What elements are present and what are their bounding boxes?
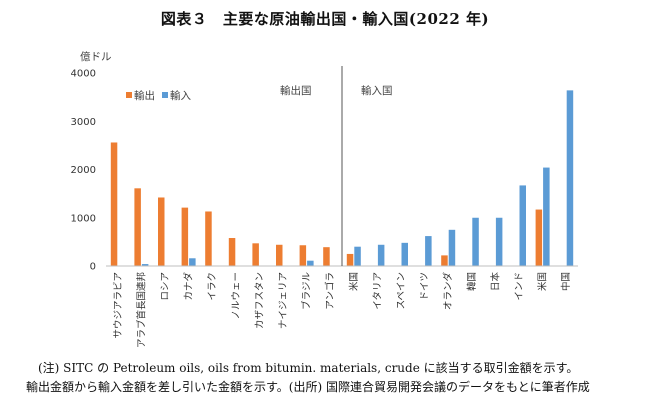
bar-export-2	[158, 197, 165, 266]
legend-label-export: 輸出	[134, 89, 155, 102]
category-labels: サウジアラビア アラブ首長国連邦 ロシア カナダ イラク ノルウェー カザフスタン ナイジェリ…	[113, 272, 572, 349]
category-label-13: ドイツ	[420, 272, 431, 301]
bar-import-19	[566, 90, 574, 267]
bar-export-10	[346, 253, 354, 266]
bar-export-7	[276, 244, 283, 266]
bar-import-11	[377, 244, 385, 266]
category-label-19: 中国	[560, 272, 572, 291]
y-tick-label: 4000	[71, 69, 96, 80]
bar-export-4	[205, 211, 212, 266]
bar-import-17	[519, 185, 526, 266]
category-label-2: ロシア	[160, 272, 171, 301]
bar-import-10	[354, 246, 361, 266]
bar-export-6	[252, 243, 259, 266]
bar-export-14	[441, 255, 448, 266]
bar-import-8	[307, 260, 314, 266]
bar-import-14	[448, 229, 456, 266]
figure-title: 図表３ 主要な原油輸出国・輸入国(2022 年)	[160, 10, 490, 28]
y-axis: 0 1000 2000 3000 4000	[71, 69, 96, 273]
legend: 輸出 輸入	[126, 89, 191, 102]
group-label-exporters: 輸出国	[280, 84, 312, 97]
bar-import-13	[425, 236, 432, 266]
category-label-18: 米国	[537, 272, 549, 291]
bar-import-15	[472, 217, 479, 266]
category-label-3: カナダ	[183, 272, 195, 301]
bar-import-12	[401, 242, 408, 266]
legend-swatch-import	[162, 92, 168, 98]
bar-export-9	[323, 247, 330, 266]
y-tick-label: 0	[90, 262, 96, 273]
category-label-4: イラク	[207, 272, 218, 301]
bar-import-3	[189, 258, 196, 266]
category-label-5: ノルウェー	[231, 272, 242, 320]
category-label-12: スペイン	[396, 272, 407, 309]
bars	[110, 90, 574, 267]
bar-chart: 億ドル 0 1000 2000 3000 4000 サウジアラビア アラブ首長国連邦 ロシア…	[71, 50, 578, 349]
category-label-11: イタリア	[372, 272, 383, 310]
category-label-14: オランダ	[442, 272, 454, 311]
note-line-1: (注) SITC の Petroleum oils, oils from bit…	[38, 361, 579, 375]
legend-swatch-export	[126, 92, 132, 98]
bar-import-1	[141, 264, 149, 266]
category-label-16: 日本	[489, 272, 501, 292]
y-axis-label: 億ドル	[80, 50, 112, 63]
bar-export-3	[181, 207, 189, 266]
bar-export-1	[134, 188, 141, 266]
bar-export-18	[535, 209, 543, 266]
bar-export-5	[228, 238, 236, 266]
bar-export-8	[299, 245, 307, 266]
bar-import-16	[495, 217, 503, 266]
note-line-2: 輸出金額から輸入金額を差し引いた金額を示す。(出所) 国際連合貿易開発会議のデー…	[26, 380, 590, 394]
bar-export-0	[110, 142, 118, 266]
category-label-9: アンゴラ	[324, 272, 336, 310]
category-label-17: インド	[514, 272, 525, 301]
y-tick-label: 2000	[71, 165, 96, 176]
category-label-0: サウジアラビア	[113, 272, 124, 339]
y-tick-label: 1000	[71, 213, 96, 224]
legend-label-import: 輸入	[170, 89, 191, 102]
category-label-6: カザフスタン	[254, 272, 265, 329]
category-label-8: ブラジル	[301, 272, 313, 310]
category-label-10: 米国	[348, 272, 360, 291]
category-label-1: アラブ首長国連邦	[135, 272, 147, 349]
y-tick-label: 3000	[71, 117, 96, 128]
bar-import-18	[543, 167, 550, 266]
category-label-15: 韓国	[467, 272, 478, 291]
group-label-importers: 輸入国	[361, 84, 393, 97]
category-label-7: ナイジェリア	[278, 272, 289, 329]
